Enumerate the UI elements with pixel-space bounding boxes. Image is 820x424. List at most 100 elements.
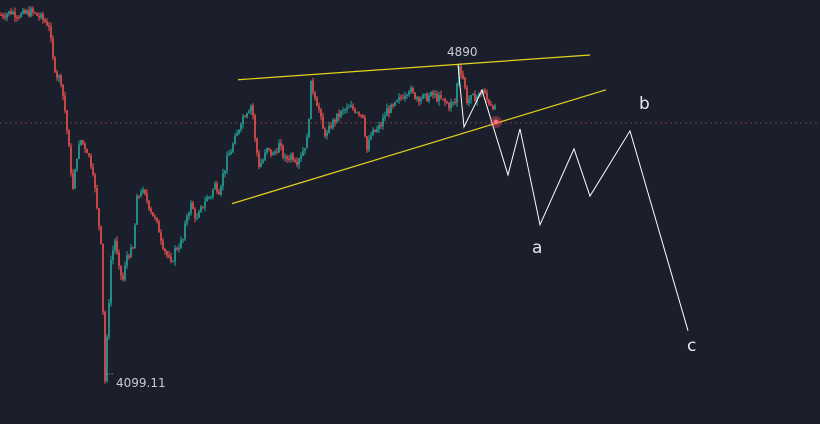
candle-body xyxy=(120,265,122,276)
candle-body xyxy=(414,92,416,99)
candle-body xyxy=(152,212,154,217)
candle-body xyxy=(424,94,426,96)
candle-body xyxy=(112,250,114,260)
candle-body xyxy=(434,93,436,95)
candle-body xyxy=(168,255,170,257)
candle-body xyxy=(304,148,306,152)
candle-body xyxy=(228,154,230,156)
candle-body xyxy=(446,101,448,104)
candle-body xyxy=(422,94,424,99)
candle-body xyxy=(158,221,160,233)
candle-body xyxy=(106,336,108,381)
candle-body xyxy=(448,103,450,109)
candle-body xyxy=(90,155,92,167)
candle-body xyxy=(392,104,394,106)
candle-body xyxy=(358,112,360,115)
candle-body xyxy=(170,256,172,262)
candle-body xyxy=(320,109,322,117)
candle-body xyxy=(236,133,238,137)
candle-body xyxy=(116,240,118,253)
candle-body xyxy=(66,110,68,131)
candle-body xyxy=(318,106,320,110)
candle-body xyxy=(254,115,256,139)
candle-body xyxy=(428,95,430,102)
candle-body xyxy=(42,13,44,20)
candle-body xyxy=(52,38,54,58)
candle-body xyxy=(176,248,178,250)
candle-body xyxy=(370,134,372,140)
candle-body xyxy=(174,248,176,262)
candle-body xyxy=(80,140,82,145)
candle-body xyxy=(248,110,250,114)
candle-body xyxy=(178,247,180,250)
candle-body xyxy=(454,101,456,103)
candle-body xyxy=(494,105,496,110)
candle-body xyxy=(288,159,290,161)
candle-body xyxy=(344,109,346,111)
candle-body xyxy=(38,15,40,18)
candle-body xyxy=(472,93,474,96)
candle-body xyxy=(216,183,218,192)
candle-body xyxy=(244,116,246,118)
candle-body xyxy=(480,92,482,95)
candle-body xyxy=(322,116,324,129)
candle-body xyxy=(190,202,192,214)
candle-body xyxy=(78,144,80,159)
candle-body xyxy=(156,217,158,222)
candle-body xyxy=(162,240,164,249)
candle-body xyxy=(14,11,16,18)
candle-body xyxy=(374,129,376,132)
candle-body xyxy=(186,216,188,224)
candle-body xyxy=(342,109,344,112)
candle-body xyxy=(82,140,84,144)
candle-body xyxy=(272,152,274,156)
candle-body xyxy=(24,10,26,14)
candle-body xyxy=(476,96,478,102)
candle-body xyxy=(188,213,190,217)
candle-body xyxy=(490,104,492,106)
candle-body xyxy=(410,88,412,92)
candle-body xyxy=(350,105,352,108)
candle-body xyxy=(214,183,216,190)
candle-body xyxy=(356,112,358,114)
candle-body xyxy=(118,252,120,266)
candle-body xyxy=(256,138,258,153)
candle-body xyxy=(240,124,242,130)
candle-body xyxy=(208,196,210,198)
candle-body xyxy=(382,117,384,127)
candle-body xyxy=(404,95,406,99)
candle-body xyxy=(46,21,48,26)
candle-body xyxy=(198,211,200,218)
candle-body xyxy=(298,158,300,165)
candle-body xyxy=(10,11,12,15)
candle-body xyxy=(72,173,74,189)
candle-body xyxy=(334,119,336,123)
candle-body xyxy=(282,145,284,158)
candle-body xyxy=(204,201,206,208)
candle-body xyxy=(416,97,418,99)
candle-body xyxy=(12,11,14,15)
candle-body xyxy=(180,239,182,248)
candle-body xyxy=(338,113,340,117)
candle-body xyxy=(468,99,470,104)
candle-body xyxy=(376,128,378,132)
candle-body xyxy=(264,152,266,161)
candle-body xyxy=(8,11,10,14)
candle-body xyxy=(336,113,338,123)
candle-body xyxy=(278,143,280,153)
candle-body xyxy=(276,151,278,153)
candle-body xyxy=(352,105,354,110)
candle-body xyxy=(164,248,166,252)
candle-body xyxy=(486,92,488,100)
candle-body xyxy=(194,208,196,219)
candle-body xyxy=(202,206,204,208)
candle-body xyxy=(398,97,400,101)
breakout-dot xyxy=(493,119,499,125)
candle-body xyxy=(148,200,150,209)
candle-body xyxy=(366,136,368,151)
candle-body xyxy=(50,27,52,39)
candle-body xyxy=(332,119,334,128)
candle-body xyxy=(384,115,386,118)
candle-body xyxy=(136,195,138,225)
